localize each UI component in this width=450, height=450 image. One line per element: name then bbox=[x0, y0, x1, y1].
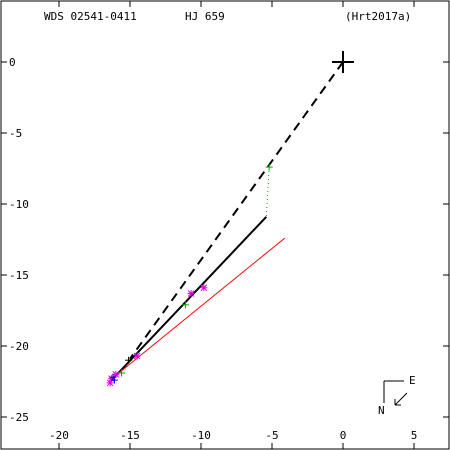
x-tick-label: 0 bbox=[340, 429, 347, 442]
observation-plus bbox=[265, 163, 273, 171]
observation-plus bbox=[109, 373, 117, 381]
wds-id-label: WDS 02541-0411 bbox=[44, 10, 137, 23]
x-tick-label: -10 bbox=[191, 429, 211, 442]
y-tick-label: -5 bbox=[9, 127, 22, 140]
compass-arrow-line bbox=[394, 392, 408, 406]
discoverer-label: HJ 659 bbox=[185, 10, 225, 23]
y-tick-label: 0 bbox=[9, 56, 16, 69]
observation-plus bbox=[125, 356, 133, 364]
observation-plus bbox=[110, 376, 118, 384]
y-tick-label: -15 bbox=[9, 269, 29, 282]
x-tick-label: -20 bbox=[49, 429, 69, 442]
observation-asterisk bbox=[108, 375, 116, 383]
fit-line bbox=[109, 237, 286, 381]
compass-north-label: N bbox=[378, 404, 385, 417]
observation-markers bbox=[106, 163, 273, 387]
compass: E N bbox=[378, 374, 416, 417]
orbit-arc-solid-line bbox=[112, 216, 268, 380]
observation-asterisk bbox=[133, 352, 141, 360]
y-tick-label: -10 bbox=[9, 198, 29, 211]
compass-east-label: E bbox=[409, 374, 416, 387]
observation-asterisk bbox=[187, 289, 195, 297]
apparent-orbit-dashed-line bbox=[129, 61, 344, 360]
x-tick-label: -15 bbox=[120, 429, 140, 442]
observation-plus bbox=[117, 369, 125, 377]
residual-dotted-line bbox=[265, 167, 270, 217]
orbit-lines bbox=[109, 61, 344, 381]
reference-label: (Hrt2017a) bbox=[345, 10, 411, 23]
observation-asterisk bbox=[200, 284, 208, 292]
y-tick-label: -25 bbox=[9, 411, 29, 424]
observation-plus bbox=[181, 301, 189, 309]
x-tick-label: -5 bbox=[265, 429, 278, 442]
compass-arrow-head bbox=[394, 399, 401, 406]
y-tick-label: -20 bbox=[9, 340, 29, 353]
primary-star-marker bbox=[332, 51, 354, 73]
x-tick-label: 5 bbox=[411, 429, 418, 442]
